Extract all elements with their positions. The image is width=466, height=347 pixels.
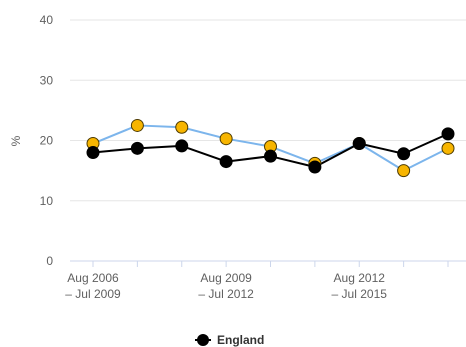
y-tick-label: 0	[46, 254, 53, 268]
x-tick-label: Aug 2012– Jul 2015	[332, 271, 388, 301]
point-england[interactable]	[264, 149, 277, 163]
y-tick-label: 30	[40, 73, 54, 87]
point-england[interactable]	[175, 139, 189, 153]
y-tick-label: 20	[40, 134, 54, 148]
y-axis-title: %	[9, 135, 23, 146]
point-england[interactable]	[441, 127, 455, 141]
point-unnamed-0[interactable]	[441, 141, 455, 155]
legend[interactable]: England	[195, 333, 264, 347]
point-england[interactable]	[219, 155, 233, 169]
point-england[interactable]	[352, 137, 366, 151]
point-england[interactable]	[308, 160, 322, 174]
x-tick-label: Aug 2006– Jul 2009	[65, 271, 121, 301]
y-gridlines	[70, 19, 466, 262]
x-axis: Aug 2006– Jul 2009 Aug 2009– Jul 2012 Aug …	[65, 261, 449, 301]
point-england[interactable]	[130, 141, 144, 155]
y-axis: 0 10 20 30 40	[40, 13, 54, 268]
point-england[interactable]	[86, 146, 100, 160]
point-unnamed-0[interactable]	[175, 120, 189, 134]
legend-label-england[interactable]: England	[217, 333, 264, 347]
point-unnamed-0[interactable]	[219, 132, 233, 146]
point-unnamed-0[interactable]	[130, 118, 144, 132]
series-layer	[86, 118, 455, 178]
point-unnamed-0[interactable]	[397, 164, 411, 178]
x-tick-label: Aug 2009– Jul 2012	[198, 271, 254, 301]
point-england[interactable]	[397, 147, 411, 161]
legend-marker-england	[197, 334, 209, 346]
y-tick-label: 40	[40, 13, 54, 27]
y-tick-label: 10	[40, 194, 54, 208]
